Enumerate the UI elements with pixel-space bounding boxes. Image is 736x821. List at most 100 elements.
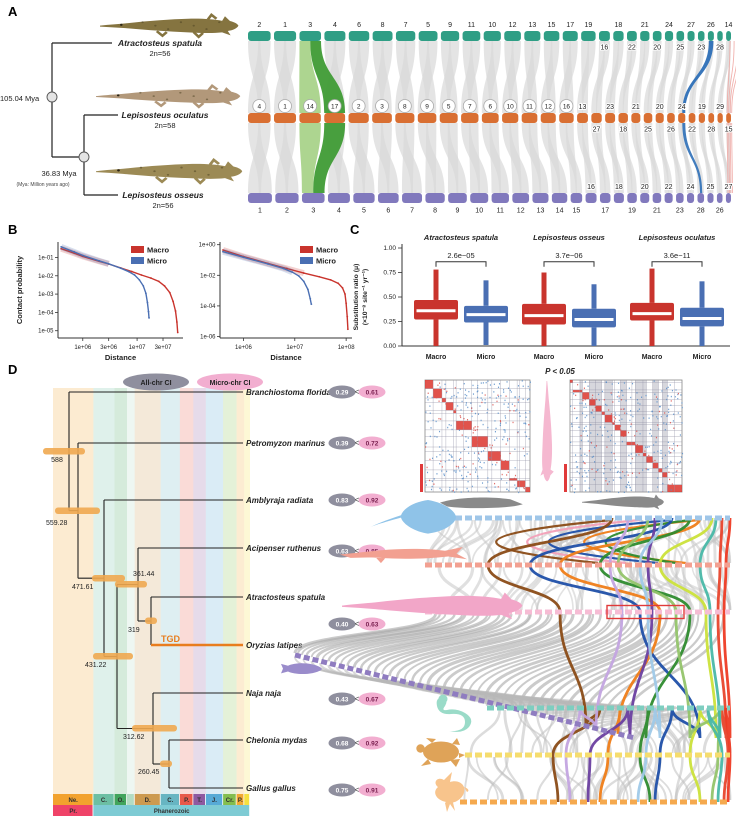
synteny-ribbon — [667, 41, 685, 113]
node-age-label: 471.61 — [72, 584, 94, 591]
heatmap-dot — [483, 462, 485, 464]
heatmap-dot — [527, 398, 529, 401]
heatmap-dot — [620, 477, 622, 479]
heatmap-dot — [507, 403, 509, 405]
gar-spot — [141, 21, 144, 24]
heatmap-dot — [653, 444, 655, 446]
heatmap-dot — [654, 459, 656, 462]
chromosome-bar — [613, 31, 624, 41]
species-name: Lepisosteus oculatus — [122, 110, 209, 120]
gar-spot — [205, 98, 209, 101]
data-point — [297, 275, 300, 277]
heatmap-dot — [622, 394, 624, 397]
synteny-flow-ribbon — [610, 566, 636, 611]
heatmap-dot — [574, 407, 576, 410]
heatmap-dot — [626, 486, 628, 489]
p-value-label: 3.6e−11 — [664, 251, 691, 260]
chromosome-label: 1 — [283, 103, 287, 110]
heatmap-dot — [477, 426, 479, 428]
heatmap-dot — [510, 391, 512, 393]
heatmap-dot — [626, 471, 628, 473]
timescale-era-block — [53, 805, 93, 816]
heatmap-dot — [479, 405, 481, 407]
y-tick-label: 0.50 — [383, 294, 396, 301]
timescale-period-block — [223, 794, 236, 805]
synteny-ribbon — [647, 123, 658, 193]
synteny-flow-ribbon — [346, 613, 501, 667]
heatmap-dot — [611, 383, 613, 385]
heatmap-dot — [477, 460, 480, 462]
heatmap-dot — [630, 462, 632, 465]
chromosome-bar — [640, 31, 650, 41]
heatmap-dot — [480, 419, 482, 422]
heatmap-dot — [587, 440, 589, 442]
era-background-stripe — [126, 388, 135, 794]
heatmap-dot — [438, 382, 441, 384]
ci-micro-value: 0.72 — [366, 440, 379, 447]
microchromosome-highlight-box — [606, 604, 685, 620]
synteny-flow-ribbon — [442, 613, 592, 690]
heatmap-dot — [636, 430, 638, 432]
synteny-ribbon — [509, 123, 522, 193]
heatmap-dot — [643, 417, 645, 419]
heatmap-diagonal-block — [595, 405, 602, 412]
heatmap-dot — [433, 483, 435, 485]
heatmap-dot — [582, 460, 584, 463]
chromosome-bar — [613, 193, 624, 203]
timescale-period-block — [160, 794, 180, 805]
heatmap-dot — [461, 474, 463, 477]
data-point — [267, 263, 269, 265]
heatmap-dot — [518, 412, 521, 414]
ci-micro-value: 0.92 — [366, 497, 379, 504]
heatmap-dot — [603, 464, 605, 467]
era-background-stripe — [53, 388, 94, 794]
chromosome-bar — [591, 113, 602, 123]
ci-micro-value: 0.92 — [366, 740, 379, 747]
gar-spot — [154, 24, 157, 27]
ci-micro-value: 0.91 — [366, 787, 379, 794]
chromosome-label: 15 — [725, 127, 733, 134]
synteny-flow-ribbon — [441, 519, 482, 564]
chromosome-label: 23 — [606, 104, 614, 111]
chromosome-label-circle — [483, 99, 498, 113]
species-name: Amblyraja radiata — [245, 496, 314, 505]
heatmap-dot — [429, 405, 431, 407]
chromosome-bar — [562, 31, 578, 41]
chromosome-label-circle — [420, 99, 434, 113]
heatmap-dot — [582, 399, 584, 402]
heatmap-dot — [477, 450, 479, 453]
heatmap-dot — [458, 429, 460, 431]
chromosome-label: 10 — [488, 22, 496, 29]
gar-spot — [153, 170, 156, 173]
heatmap-dot — [613, 452, 615, 455]
box-macro — [630, 302, 674, 321]
synteny-ribbon — [678, 41, 695, 113]
chromosome-bar — [418, 31, 438, 41]
heatmap-dot — [506, 488, 508, 490]
heatmap-dot — [484, 398, 486, 401]
heatmap-dot — [515, 488, 517, 490]
p-value-label: 2.6e−05 — [447, 251, 474, 260]
gar-spot — [192, 24, 195, 27]
data-point — [60, 247, 63, 250]
heatmap-gray-column — [589, 380, 596, 492]
heatmap-dot — [467, 437, 469, 439]
heatmap-dot — [617, 391, 619, 393]
heatmap-dot — [425, 484, 427, 486]
synteny-flow-ribbon — [523, 709, 543, 754]
heatmap-dot — [679, 462, 681, 464]
synteny-flow-ribbon — [456, 519, 472, 564]
heatmap-dot — [523, 487, 525, 490]
divergence-node-105 — [46, 91, 58, 103]
chromosome-bar — [462, 31, 481, 41]
gar-spot — [167, 28, 170, 31]
synteny-ribbon — [681, 123, 691, 193]
chromosome-label: 10 — [475, 208, 483, 215]
synteny-flow-ribbon — [616, 756, 638, 801]
heatmap-dot — [590, 442, 593, 444]
synteny-ribbon — [717, 41, 731, 113]
heatmap-dot — [442, 449, 444, 452]
node-ci-bar — [93, 653, 133, 660]
chromosome-label: 14 — [556, 208, 564, 215]
chromosome-label: 24 — [687, 184, 695, 191]
